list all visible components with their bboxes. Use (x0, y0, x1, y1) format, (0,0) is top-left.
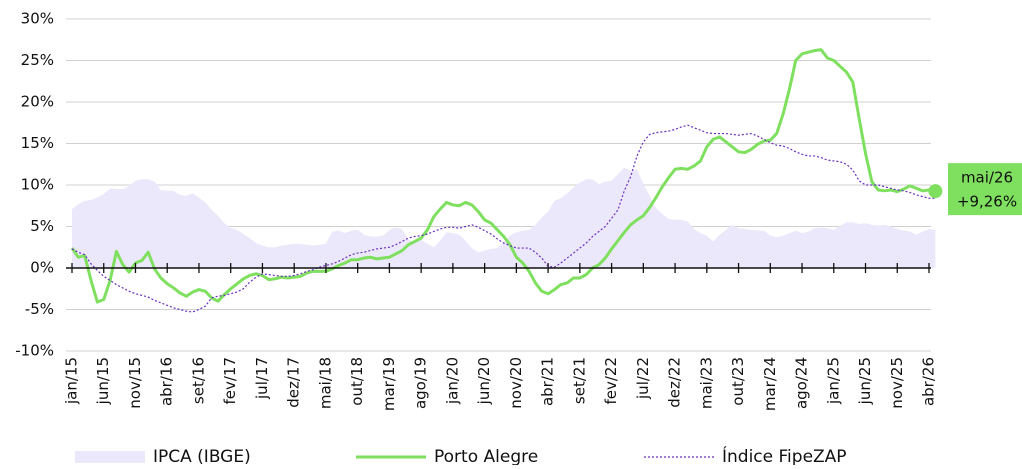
legend-label: Porto Alegre (434, 447, 538, 465)
x-tick-label: out/18 (348, 357, 366, 406)
x-tick-label: ago/19 (412, 357, 430, 409)
x-tick-label: jun/20 (475, 357, 493, 405)
line (71, 124, 936, 313)
x-tick-label: mar/24 (761, 357, 779, 411)
y-tick-label: 25% (21, 51, 54, 69)
legend-swatch (75, 451, 145, 463)
x-tick-label: set/16 (189, 357, 207, 404)
x-tick-label: nov/20 (507, 357, 525, 409)
x-tick-label: jul/22 (634, 357, 652, 400)
x-axis: -10% -5% 0% 5% 10% 15% 20% 25% 30% jan/15 jun/15 no… (15, 10, 937, 412)
end-marker (928, 184, 943, 199)
annotation-box (948, 163, 1022, 216)
y-tick-label: 20% (21, 93, 54, 111)
x-tick-label: jun/25 (856, 357, 874, 405)
x-tick-label: dez/22 (666, 357, 684, 408)
x-tick-label: dez/17 (285, 357, 303, 408)
x-tick-label: abr/21 (539, 357, 557, 406)
x-tick-label: mai/18 (316, 357, 334, 409)
area (72, 167, 936, 268)
x-tick-label: fev/22 (602, 357, 620, 405)
x-tick-label: jun/15 (94, 357, 112, 405)
x-tick-label: nov/15 (126, 357, 144, 409)
x-tick-label: mar/19 (380, 357, 398, 411)
annotation-value: +9,26% (957, 193, 1017, 211)
y-tick-label: -5% (25, 300, 54, 318)
annotation-date: mai/26 (961, 169, 1013, 187)
x-tick-label: jan/25 (824, 357, 842, 405)
x-tick-label: jul/17 (253, 357, 271, 400)
x-tick-label: jan/20 (443, 357, 461, 405)
x-tick-label: abr/26 (920, 357, 938, 406)
y-tick-label: 5% (30, 217, 54, 235)
x-tick-label: ago/24 (793, 357, 811, 409)
x-tick-label: fev/17 (221, 357, 239, 405)
x-tick-label: out/23 (729, 357, 747, 406)
plot-area: mai/26 +9,26% (70, 48, 1022, 313)
legend-label: IPCA (IBGE) (153, 447, 251, 465)
x-tick-label: abr/16 (158, 357, 176, 406)
legend-label: Índice FipeZAP (722, 445, 847, 465)
x-tick-label: jan/15 (63, 357, 81, 405)
y-tick-label: 0% (30, 259, 54, 277)
x-tick-label: nov/25 (888, 357, 906, 409)
y-tick-label: 10% (21, 176, 54, 194)
line (70, 48, 936, 304)
y-tick-label: -10% (15, 342, 54, 360)
x-tick-label: mai/23 (697, 357, 715, 409)
legend: IPCA (IBGE) Porto Alegre Índice FipeZAP (75, 445, 847, 467)
y-tick-label: 30% (21, 10, 54, 28)
grid (66, 18, 931, 352)
x-tick-label: set/21 (570, 357, 588, 404)
y-tick-label: 15% (21, 134, 54, 152)
